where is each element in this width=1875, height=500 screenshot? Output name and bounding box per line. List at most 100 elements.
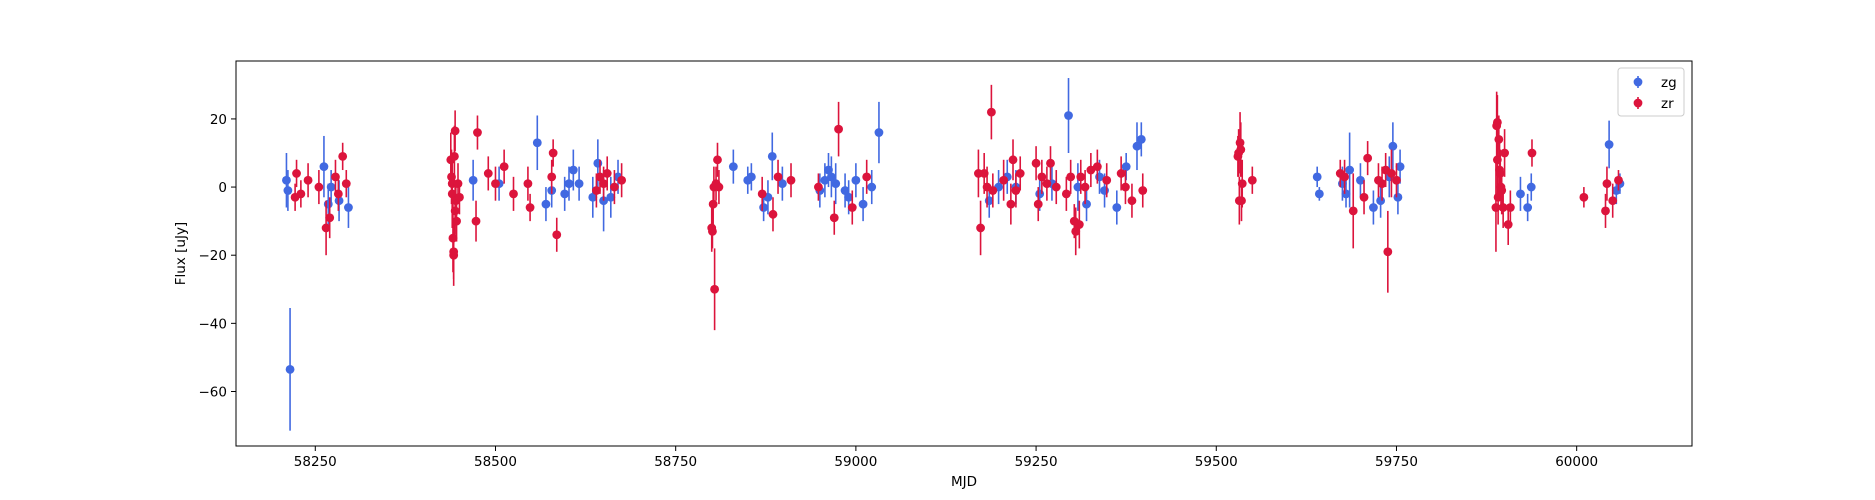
- y-tick-label-1: −40: [199, 316, 228, 332]
- point-zg-39: [874, 128, 884, 137]
- point-zg-51: [1112, 203, 1122, 212]
- point-zr-66: [1006, 199, 1016, 209]
- point-zg-11: [541, 199, 551, 209]
- point-zg-61: [1369, 203, 1378, 212]
- point-zg-2: [285, 364, 295, 374]
- point-zr-39: [602, 169, 612, 178]
- point-zr-83: [1086, 165, 1096, 175]
- point-zr-108: [1392, 175, 1401, 185]
- point-zg-22: [728, 162, 738, 172]
- point-zr-100: [1348, 206, 1358, 216]
- point-zg-28: [777, 179, 787, 189]
- point-zr-52: [773, 172, 783, 182]
- point-zr-86: [1116, 169, 1126, 178]
- point-zr-82: [1080, 182, 1090, 192]
- point-zr-24: [455, 192, 464, 202]
- point-zr-4: [314, 182, 324, 192]
- point-zg-0: [282, 175, 291, 185]
- point-zr-28: [491, 179, 500, 189]
- plot-area-border: [235, 60, 1693, 447]
- point-zg-64: [1388, 141, 1398, 151]
- point-zg-14: [564, 179, 574, 189]
- point-zg-67: [1516, 189, 1525, 199]
- point-zg-32: [826, 172, 836, 182]
- point-zg-38: [867, 182, 877, 192]
- point-zr-77: [1066, 172, 1076, 182]
- point-zr-102: [1363, 153, 1373, 163]
- point-zg-30: [820, 175, 830, 185]
- point-zr-81: [1076, 172, 1086, 182]
- y-tick-label-2: −20: [199, 248, 228, 264]
- point-zr-89: [1138, 186, 1148, 195]
- point-zr-40: [610, 182, 619, 192]
- legend-marker-zr: [1633, 98, 1643, 108]
- point-zg-20: [606, 192, 616, 202]
- point-zr-67: [1008, 155, 1018, 165]
- point-zg-48: [1082, 199, 1091, 209]
- point-zr-80: [1074, 220, 1084, 229]
- x-tick-label-1: 58500: [474, 454, 517, 470]
- x-tick-label-7: 60000: [1555, 454, 1598, 470]
- point-zr-26: [473, 128, 482, 137]
- point-zg-27: [767, 151, 777, 161]
- point-zg-7: [344, 203, 353, 212]
- point-zr-23: [453, 179, 463, 189]
- point-zg-37: [858, 199, 868, 209]
- point-zr-2: [296, 189, 306, 199]
- point-zg-17: [588, 192, 598, 202]
- point-zg-69: [1526, 182, 1536, 192]
- point-zr-41: [617, 175, 627, 185]
- point-zr-107: [1387, 169, 1396, 178]
- point-zr-6: [325, 213, 335, 223]
- point-zg-18: [593, 158, 603, 168]
- point-zr-126: [1602, 179, 1612, 189]
- point-zr-49: [714, 182, 724, 192]
- point-zr-9: [338, 151, 348, 161]
- point-zg-65: [1393, 192, 1403, 202]
- x-tick-label-0: 58250: [294, 454, 337, 470]
- legend-marker-zg: [1633, 77, 1643, 87]
- point-zr-68: [1011, 186, 1021, 195]
- y-tick-label-3: 0: [218, 180, 227, 196]
- point-zg-8: [468, 175, 478, 185]
- point-zg-68: [1523, 203, 1533, 212]
- point-zr-25: [471, 216, 481, 226]
- legend-label-zr: zr: [1661, 96, 1674, 112]
- point-zr-87: [1121, 182, 1130, 192]
- x-tick-label-2: 58750: [654, 454, 697, 470]
- point-zr-120: [1500, 148, 1509, 158]
- point-zg-44: [1035, 189, 1045, 199]
- point-zr-63: [986, 107, 996, 117]
- point-zg-13: [560, 189, 570, 199]
- point-zg-33: [831, 179, 841, 189]
- point-zg-70: [1604, 140, 1614, 149]
- point-zr-46: [710, 284, 720, 294]
- point-zr-118: [1497, 186, 1507, 195]
- point-zr-119: [1498, 203, 1508, 212]
- point-zr-10: [341, 179, 351, 189]
- point-zr-65: [999, 175, 1009, 185]
- point-zg-54: [1136, 134, 1146, 144]
- point-zg-1: [283, 186, 293, 195]
- point-zg-3: [319, 162, 329, 172]
- point-zg-15: [568, 165, 578, 175]
- point-zr-111: [1492, 117, 1502, 127]
- data-marks: [282, 78, 1625, 431]
- point-zr-22: [452, 216, 461, 226]
- point-zr-3: [303, 175, 313, 185]
- point-zr-79: [1071, 226, 1081, 236]
- point-zr-56: [834, 124, 843, 134]
- point-zr-127: [1608, 196, 1618, 206]
- point-zr-32: [525, 203, 535, 212]
- point-zg-24: [746, 172, 756, 182]
- point-zg-59: [1345, 165, 1355, 175]
- y-tick-label-0: −60: [199, 384, 228, 400]
- point-zr-69: [1015, 169, 1025, 178]
- point-zr-88: [1127, 196, 1137, 206]
- point-zr-96: [1237, 179, 1247, 189]
- point-zg-35: [844, 192, 854, 202]
- point-zr-106: [1383, 247, 1393, 257]
- point-zr-97: [1247, 175, 1257, 185]
- point-zr-57: [847, 203, 857, 212]
- point-zr-121: [1503, 220, 1513, 229]
